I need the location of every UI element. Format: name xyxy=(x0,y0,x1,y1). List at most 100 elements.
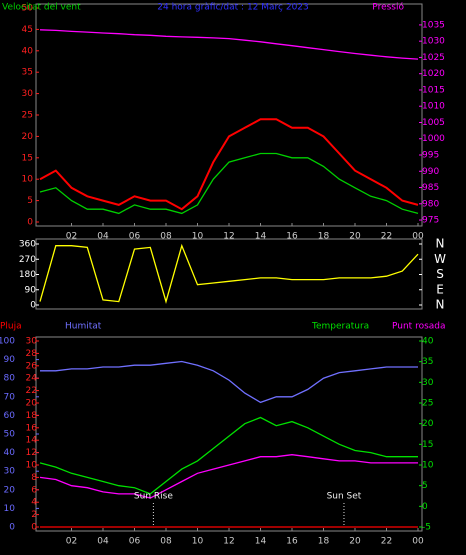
x-tick-label: 14 xyxy=(255,232,267,242)
y2-tick-label: 1015 xyxy=(422,85,445,95)
y-tick-label: 10 xyxy=(22,175,34,185)
y2-tick-label: 1025 xyxy=(422,53,445,63)
legend-label: Humitat xyxy=(65,322,102,332)
y2-tick-label: 985 xyxy=(422,183,439,193)
x-tick-label: 20 xyxy=(349,232,361,242)
x-tick-label: 00 xyxy=(412,232,424,242)
x-tick-label: 00 xyxy=(412,537,424,547)
y-tick-label: 15 xyxy=(22,153,33,163)
y2-tick-label: 35 xyxy=(422,357,433,367)
y2-tick-label: 1000 xyxy=(422,134,445,144)
y3-tick-label: 16 xyxy=(26,423,38,433)
data-line xyxy=(39,243,419,304)
legend-label: Temperatura xyxy=(311,322,369,332)
y3-tick-label: 12 xyxy=(26,448,37,458)
chart-title: 24 hora gràfic/dat : 12 Març 2023 xyxy=(157,3,309,13)
annotation-label: Sun Rise xyxy=(134,492,173,502)
data-line xyxy=(39,152,419,215)
y-tick-label: 360 xyxy=(19,240,36,250)
y-tick-label: 80 xyxy=(4,374,16,384)
y3-tick-label: 10 xyxy=(26,461,38,471)
y-tick-label: 30 xyxy=(22,89,34,99)
y-tick-label: 100 xyxy=(0,337,15,347)
x-tick-label: 16 xyxy=(286,232,298,242)
x-tick-label: 22 xyxy=(381,537,392,547)
data-line xyxy=(39,454,418,499)
y3-tick-label: 30 xyxy=(26,337,38,347)
y2-tick-label: 20 xyxy=(422,419,434,429)
y2-tick-label: N xyxy=(436,237,445,251)
y-tick-label: 10 xyxy=(4,504,16,514)
y-tick-label: 90 xyxy=(4,355,16,365)
x-tick-label: 18 xyxy=(318,537,330,547)
y3-tick-label: 14 xyxy=(26,436,38,446)
y-tick-label: 35 xyxy=(22,68,33,78)
y2-tick-label: 1035 xyxy=(422,20,445,30)
y2-tick-label: 40 xyxy=(422,337,434,347)
y3-tick-label: 26 xyxy=(26,361,38,371)
y3-tick-label: 22 xyxy=(26,386,37,396)
y-tick-label: 0 xyxy=(27,218,33,228)
y2-tick-label: 1005 xyxy=(422,118,445,128)
y2-tick-label: 0 xyxy=(422,502,428,512)
x-tick-label: 06 xyxy=(129,232,141,242)
y2-tick-label: W xyxy=(434,252,446,266)
x-tick-label: 14 xyxy=(255,537,267,547)
y-tick-label: 5 xyxy=(27,196,33,206)
x-tick-label: 02 xyxy=(66,232,77,242)
data-line xyxy=(39,29,419,60)
y2-tick-label: 1030 xyxy=(422,37,445,47)
x-tick-label: 10 xyxy=(192,232,204,242)
x-tick-label: 12 xyxy=(223,537,234,547)
y-tick-label: 40 xyxy=(22,46,34,56)
y2-tick-label: 1020 xyxy=(422,69,445,79)
y2-tick-label: 5 xyxy=(422,481,428,491)
y-tick-label: 20 xyxy=(22,132,34,142)
y2-tick-label: E xyxy=(436,282,444,296)
x-tick-label: 08 xyxy=(160,232,172,242)
y-tick-label: 90 xyxy=(25,285,37,295)
y2-tick-label: 975 xyxy=(422,216,439,226)
y2-tick-label: 15 xyxy=(422,440,433,450)
y3-tick-label: 28 xyxy=(26,349,38,359)
x-tick-label: 18 xyxy=(318,232,330,242)
x-tick-label: 10 xyxy=(192,537,204,547)
y-tick-label: 60 xyxy=(4,411,16,421)
y-tick-label: 0 xyxy=(9,523,15,533)
legend-label: Velocitat del vent xyxy=(2,3,81,13)
y3-tick-label: 0 xyxy=(31,523,37,533)
legend-label: Punt rosada xyxy=(392,322,446,332)
y3-tick-label: 24 xyxy=(26,374,38,384)
y3-tick-label: 18 xyxy=(26,411,38,421)
y-tick-label: 70 xyxy=(4,392,16,402)
x-tick-label: 08 xyxy=(160,537,172,547)
x-tick-label: 02 xyxy=(66,537,77,547)
legend-label: Pluja xyxy=(0,322,22,332)
y-tick-label: 20 xyxy=(4,485,16,495)
y2-tick-label: 10 xyxy=(422,461,434,471)
x-tick-label: 16 xyxy=(286,537,298,547)
y3-tick-label: 8 xyxy=(31,473,37,483)
x-tick-label: 06 xyxy=(129,537,141,547)
y-tick-label: 45 xyxy=(22,25,33,35)
y-tick-label: 40 xyxy=(4,448,16,458)
y3-tick-label: 6 xyxy=(31,485,37,495)
y-tick-label: 0 xyxy=(30,301,36,311)
y2-tick-label: 30 xyxy=(422,378,434,388)
y-tick-label: 30 xyxy=(4,467,16,477)
x-tick-label: 04 xyxy=(97,537,109,547)
x-tick-label: 12 xyxy=(223,232,234,242)
legend-label: Pressió xyxy=(372,2,404,13)
y3-tick-label: 20 xyxy=(26,399,38,409)
data-line xyxy=(39,416,418,495)
y-tick-label: 270 xyxy=(19,255,36,265)
x-tick-label: 04 xyxy=(97,232,109,242)
y2-tick-label: 1010 xyxy=(422,102,445,112)
y2-tick-label: 980 xyxy=(422,199,439,209)
y2-tick-label: -5 xyxy=(422,523,431,533)
y2-tick-label: 990 xyxy=(422,167,439,177)
annotation-label: Sun Set xyxy=(327,492,362,502)
y2-tick-label: N xyxy=(436,298,445,312)
